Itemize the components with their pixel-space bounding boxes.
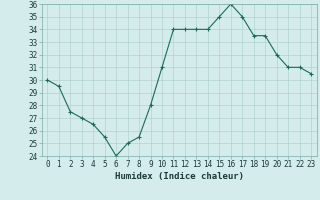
X-axis label: Humidex (Indice chaleur): Humidex (Indice chaleur) [115, 172, 244, 181]
